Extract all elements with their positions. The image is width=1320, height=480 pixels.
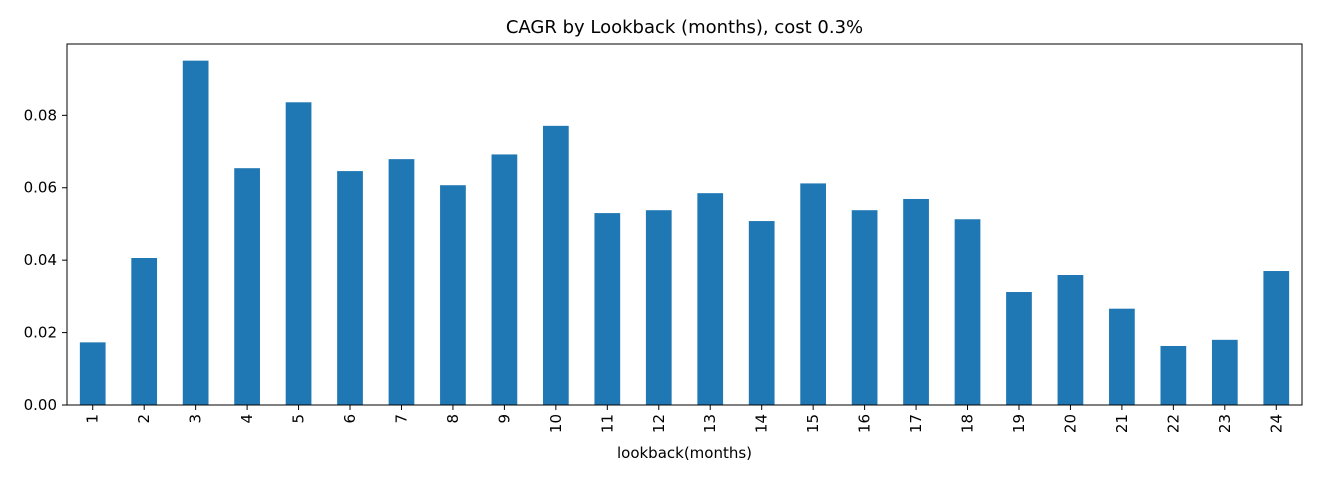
bar-18 bbox=[954, 219, 981, 405]
chart-title: CAGR by Lookback (months), cost 0.3% bbox=[506, 17, 863, 38]
bar-23 bbox=[1211, 339, 1238, 405]
x-tick-label: 19 bbox=[1010, 414, 1028, 433]
x-tick-label: 11 bbox=[598, 414, 616, 433]
bar-8 bbox=[440, 185, 466, 405]
x-tick-label: 6 bbox=[341, 414, 359, 424]
x-tick-label: 2 bbox=[135, 414, 153, 424]
bar-13 bbox=[697, 193, 724, 405]
bars-layer bbox=[79, 60, 1290, 406]
bar-5 bbox=[285, 102, 312, 405]
y-tick-label: 0.00 bbox=[24, 396, 57, 414]
x-tick-label: 10 bbox=[547, 414, 565, 433]
x-tick-label: 5 bbox=[290, 414, 308, 424]
bar-6 bbox=[337, 171, 363, 405]
y-tick-label: 0.02 bbox=[24, 324, 57, 342]
bar-17 bbox=[903, 198, 929, 405]
x-tick-label: 16 bbox=[856, 414, 874, 433]
y-tick-label: 0.06 bbox=[24, 179, 57, 197]
bar-1 bbox=[79, 342, 106, 405]
bar-9 bbox=[491, 154, 518, 405]
x-tick-label: 13 bbox=[701, 414, 719, 433]
bar-22 bbox=[1160, 345, 1187, 405]
x-tick-label: 18 bbox=[959, 414, 977, 433]
x-tick-label: 12 bbox=[650, 414, 668, 433]
bar-14 bbox=[748, 221, 775, 405]
bar-19 bbox=[1006, 292, 1032, 405]
x-tick-label: 21 bbox=[1113, 414, 1131, 433]
bar-11 bbox=[594, 213, 621, 405]
x-axis: 1 2 3 4 5 6 7 8 9 10 11 12 13 14 15 16 17 18 19 20 21 22 23 24 bbox=[84, 405, 1285, 433]
x-tick-label: 9 bbox=[495, 414, 513, 424]
x-tick-label: 22 bbox=[1164, 414, 1182, 433]
x-tick-label: 4 bbox=[238, 414, 256, 424]
plot-frame bbox=[66, 43, 1303, 406]
bar-2 bbox=[131, 257, 158, 405]
bar-24 bbox=[1263, 271, 1290, 405]
x-tick-label: 14 bbox=[753, 414, 771, 433]
x-axis-label: lookback(months) bbox=[617, 444, 752, 462]
x-tick-label: 1 bbox=[84, 414, 102, 424]
x-tick-label: 24 bbox=[1267, 414, 1285, 433]
bar-16 bbox=[851, 210, 878, 405]
bar-3 bbox=[182, 60, 209, 405]
x-tick-label: 23 bbox=[1216, 414, 1234, 433]
y-tick-label: 0.04 bbox=[24, 251, 57, 269]
y-tick-label: 0.08 bbox=[24, 106, 57, 124]
bar-7 bbox=[388, 159, 415, 405]
x-tick-label: 3 bbox=[187, 414, 205, 424]
bar-21 bbox=[1109, 308, 1135, 405]
x-tick-label: 17 bbox=[907, 414, 925, 433]
bar-4 bbox=[234, 168, 260, 405]
x-tick-label: 7 bbox=[392, 414, 410, 424]
bar-10 bbox=[542, 125, 569, 406]
bar-20 bbox=[1057, 275, 1084, 405]
x-tick-label: 20 bbox=[1061, 414, 1079, 433]
bar-15 bbox=[800, 183, 827, 405]
x-tick-label: 15 bbox=[804, 414, 822, 433]
x-tick-label: 8 bbox=[444, 414, 462, 424]
bar-12 bbox=[645, 210, 672, 405]
y-axis: 0.00 0.02 0.04 0.06 0.08 bbox=[24, 106, 67, 414]
